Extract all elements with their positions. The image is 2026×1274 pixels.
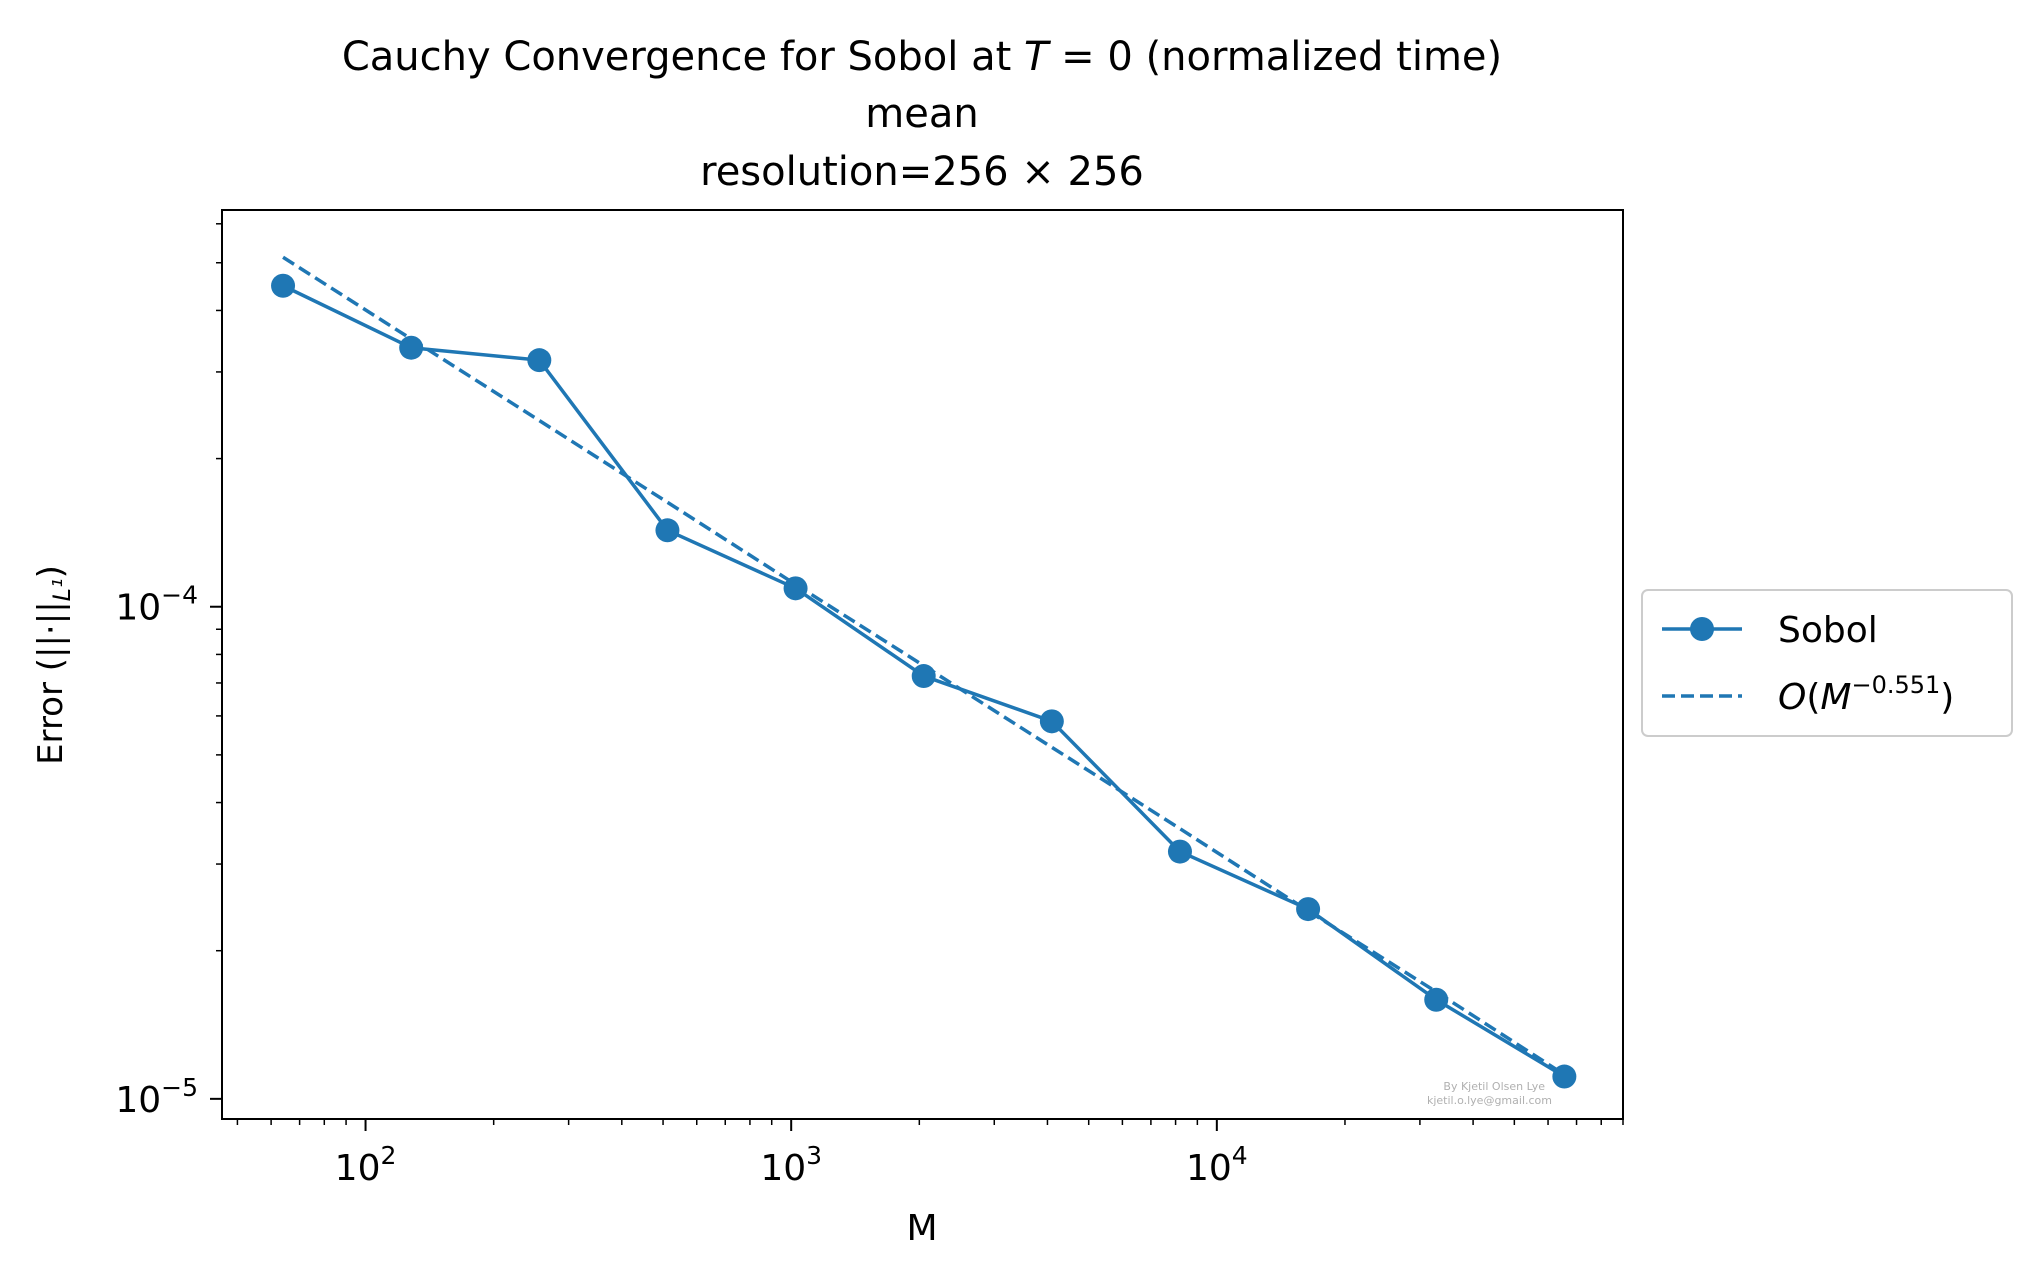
chart-title: Cauchy Convergence for Sobol at T = 0 (n… (342, 34, 1502, 195)
legend-fit-label: O(M−0.551) (1778, 671, 1954, 718)
legend-box (1641, 589, 2013, 737)
sobol-point (1039, 709, 1064, 734)
chart-title-line1: Cauchy Convergence for Sobol at T = 0 (n… (342, 34, 1502, 80)
y-axis-label: Error (||·||L¹) (31, 565, 76, 765)
watermark-line1: By Kjetil Olsen Lye (1443, 1080, 1545, 1093)
sobol-point (1296, 897, 1321, 922)
legend-sobol-label: Sobol (1778, 610, 1878, 651)
sobol-point (1424, 987, 1449, 1012)
sobol-point (399, 335, 424, 360)
sobol-point (911, 664, 936, 689)
y-tick-label-0: 10−5 (115, 1073, 198, 1121)
y-axis: 10−5 10−4 (115, 223, 222, 1121)
x-axis: 102 103 104 (236, 1119, 1624, 1189)
x-tick-label-2: 104 (1186, 1141, 1248, 1189)
x-tick-label-1: 103 (760, 1141, 822, 1189)
series-layer (271, 255, 1577, 1089)
watermark-line2: kjetil.o.lye@gmail.com (1427, 1094, 1552, 1107)
sobol-point (1552, 1064, 1577, 1089)
y-tick-label-1: 10−4 (115, 581, 198, 629)
chart-title-line2: mean (865, 91, 978, 137)
plot-area (221, 209, 1624, 1120)
x-axis-label: M (906, 1208, 937, 1249)
watermark: By Kjetil Olsen Lye kjetil.o.lye@gmail.c… (1427, 1080, 1552, 1107)
legend: Sobol O(M−0.551) (1641, 589, 2013, 737)
sobol-point (655, 518, 680, 543)
sobol-point (271, 273, 296, 298)
chart-title-line3: resolution=256 × 256 (700, 149, 1144, 195)
sobol-point (783, 576, 808, 601)
sobol-point (1167, 839, 1192, 864)
legend-sobol-marker (1690, 617, 1714, 641)
x-tick-label-0: 102 (335, 1141, 397, 1189)
sobol-point (527, 348, 552, 373)
